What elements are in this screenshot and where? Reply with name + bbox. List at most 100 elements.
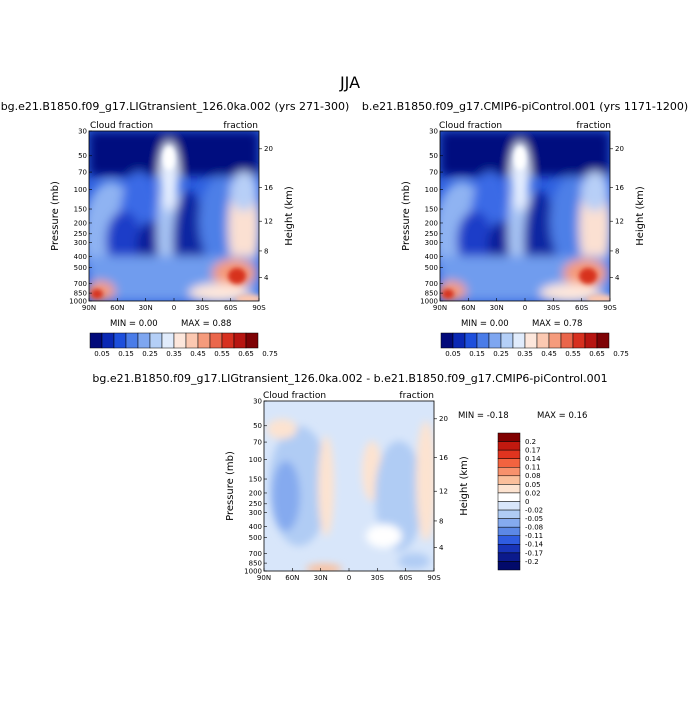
colorbar-label: 0.05 xyxy=(94,350,110,358)
max-label: MAX = 0.16 xyxy=(537,411,587,421)
panel-right-label: fraction xyxy=(223,121,258,131)
y2-tick-label: 12 xyxy=(615,218,624,226)
y-tick-label: 30 xyxy=(253,397,262,405)
max-label: MAX = 0.88 xyxy=(181,319,231,329)
y2-tick-label: 4 xyxy=(439,544,444,552)
colorbar-swatch xyxy=(512,332,526,349)
y-tick-label: 850 xyxy=(74,290,87,298)
x-tick-label: 90S xyxy=(252,304,266,312)
y-tick-label: 200 xyxy=(425,219,438,227)
colorbar-label: 0.65 xyxy=(589,350,605,358)
y-tick-label: 1000 xyxy=(420,297,438,305)
height-axis: 20 16 12 8 4 xyxy=(610,145,624,282)
y2-axis-label: Height (km) xyxy=(284,186,295,246)
colorbar-label: 0.25 xyxy=(493,350,509,358)
panel-title: bg.e21.B1850.f09_g17.LIGtransient_126.0k… xyxy=(92,372,607,385)
colorbar-swatch xyxy=(497,509,521,519)
y2-tick-label: 12 xyxy=(439,488,448,496)
y-tick-label: 1000 xyxy=(69,297,87,305)
colorbar-label: 0.75 xyxy=(613,350,629,358)
cloud-fraction-diff-field xyxy=(264,401,436,574)
colorbar-swatch xyxy=(497,544,521,554)
x-tick-label: 60N xyxy=(461,304,475,312)
panel-picontrol: b.e21.B1850.f09_g17.CMIP6-piControl.001 … xyxy=(362,100,688,358)
colorbar-label: 0.45 xyxy=(541,350,557,358)
colorbar-swatch xyxy=(497,492,521,502)
colorbar-label: 0.08 xyxy=(525,472,541,480)
colorbar-swatch xyxy=(497,432,521,442)
colorbar-label: -0.14 xyxy=(525,541,544,549)
x-tick-label: 60N xyxy=(285,574,299,582)
y-tick-label: 300 xyxy=(74,239,87,247)
latitude-axis: 90N 60N 30N 0 30S 60S 90S xyxy=(82,298,266,312)
panel-left-label: Cloud fraction xyxy=(263,391,326,401)
colorbar-swatch xyxy=(497,526,521,536)
y2-tick-label: 8 xyxy=(264,247,268,255)
colorbar-swatch xyxy=(89,332,103,349)
y2-tick-label: 20 xyxy=(264,145,273,153)
x-tick-label: 0 xyxy=(523,304,527,312)
x-tick-label: 30N xyxy=(490,304,504,312)
colorbar-label: 0.55 xyxy=(214,350,230,358)
y-tick-label: 850 xyxy=(425,290,438,298)
panel-right-label: fraction xyxy=(576,121,611,131)
y-tick-label: 700 xyxy=(249,550,262,558)
panel-title: bg.e21.B1850.f09_g17.LIGtransient_126.0k… xyxy=(1,100,350,113)
colorbar-swatch xyxy=(500,332,514,349)
colorbar-label: 0.65 xyxy=(238,350,254,358)
colorbar-swatch xyxy=(497,501,521,511)
min-label: MIN = 0.00 xyxy=(110,319,158,329)
x-tick-label: 30N xyxy=(139,304,153,312)
colorbar-swatch xyxy=(137,332,151,349)
colorbar-swatch xyxy=(596,332,610,349)
y2-tick-label: 8 xyxy=(615,247,619,255)
colorbar-label: 0.75 xyxy=(262,350,278,358)
colorbar-label: -0.2 xyxy=(525,558,539,566)
y-tick-label: 850 xyxy=(249,560,262,568)
x-tick-label: 0 xyxy=(172,304,176,312)
colorbar-swatch xyxy=(497,441,521,451)
y-axis-label: Pressure (mb) xyxy=(50,181,61,251)
colorbar-label: 0.45 xyxy=(190,350,206,358)
y2-tick-label: 20 xyxy=(439,415,448,423)
min-label: MIN = -0.18 xyxy=(458,411,509,421)
y2-tick-label: 4 xyxy=(264,274,269,282)
colorbar-label: 0.15 xyxy=(118,350,134,358)
colorbar-swatch xyxy=(113,332,127,349)
colorbar-swatch xyxy=(185,332,199,349)
colorbar-swatch xyxy=(497,518,521,528)
colorbar-swatch xyxy=(497,475,521,485)
y2-tick-label: 20 xyxy=(615,145,624,153)
y-tick-label: 150 xyxy=(249,475,262,483)
y-tick-label: 200 xyxy=(249,489,262,497)
colorbar-swatch xyxy=(476,332,490,349)
colorbar-label: 0.35 xyxy=(166,350,182,358)
season-title: JJA xyxy=(339,73,360,92)
min-label: MIN = 0.00 xyxy=(461,319,509,329)
colorbar-label: 0.15 xyxy=(469,350,485,358)
colorbar-swatch xyxy=(497,467,521,477)
y-tick-label: 100 xyxy=(249,456,262,464)
y-tick-label: 100 xyxy=(74,186,87,194)
y-tick-label: 200 xyxy=(74,219,87,227)
colorbar-swatch xyxy=(221,332,235,349)
y-tick-label: 30 xyxy=(429,127,438,135)
y2-tick-label: 8 xyxy=(439,517,443,525)
y-tick-label: 300 xyxy=(425,239,438,247)
y2-tick-label: 16 xyxy=(264,184,273,192)
colorbar-swatch xyxy=(245,332,259,349)
colorbar-swatch xyxy=(488,332,502,349)
colorbar-label: -0.02 xyxy=(525,506,543,514)
colorbar-swatch xyxy=(464,332,478,349)
colorbar-label: -0.11 xyxy=(525,532,543,540)
y-tick-label: 50 xyxy=(78,152,87,160)
colorbar-label: 0.35 xyxy=(517,350,533,358)
colorbar-swatch xyxy=(497,449,521,459)
colorbar-label: -0.05 xyxy=(525,515,543,523)
y-tick-label: 700 xyxy=(425,280,438,288)
colorbar-swatch xyxy=(209,332,223,349)
y-tick-label: 700 xyxy=(74,280,87,288)
colorbar-label: 0 xyxy=(525,498,529,506)
